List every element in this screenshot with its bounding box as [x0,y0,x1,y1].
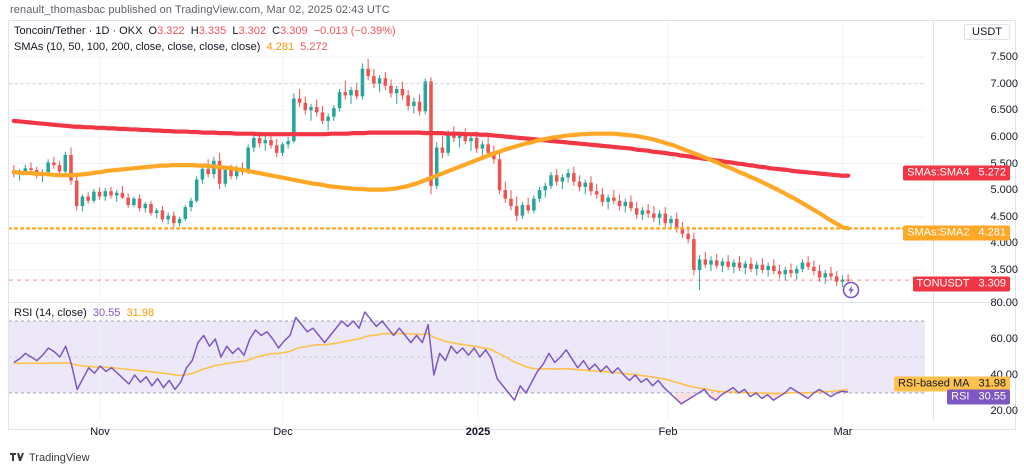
tradingview-logo: TradingView [10,452,90,464]
rsi-legend[interactable]: RSI (14, close) 30.55 31.98 [14,307,154,319]
axis-value-tag[interactable]: SMAs:SMA2 4.281 [903,225,1010,241]
symbol-legend-row[interactable]: Toncoin/Tether · 1D · OKX O3.322 H3.335 … [14,24,396,38]
price-axis-tick: 7.000 [990,77,1018,90]
time-axis-tick: 2025 [465,426,491,438]
rsi-axis-tick: 60.00 [990,333,1018,345]
ohlc-high-value: 3.335 [198,25,227,37]
price-axis-tick: 4.500 [990,210,1018,223]
time-axis-tick: Feb [658,426,678,438]
price-legend: Toncoin/Tether · 1D · OKX O3.322 H3.335 … [14,24,396,56]
ohlc-low-value: 3.302 [238,25,267,37]
ohlc-low-label: L [232,25,239,37]
price-axis-unit: USDT [964,24,1010,40]
sma-indicator-title[interactable]: SMAs (10, 50, 100, 200, close, close, cl… [14,41,261,53]
interval-label[interactable]: 1D [95,25,110,37]
time-axis-tick: Nov [90,426,110,438]
rsi-value: 30.55 [92,307,121,319]
sma-value-long: 5.272 [300,41,328,53]
rsi-indicator-title[interactable]: RSI (14, close) [14,307,87,319]
tradingview-wordmark: TradingView [29,452,90,464]
exchange-label[interactable]: OKX [119,25,143,37]
price-axis-tick: 7.500 [990,51,1018,63]
axis-tag-value: 5.272 [978,166,1006,179]
time-axis-tick: Mar [833,426,853,438]
rsi-axis-tick: 20.00 [990,405,1018,417]
change-absolute: −0.013 [313,25,348,37]
price-axis-tick: 3.500 [990,264,1018,276]
axis-tag-value: 3.309 [978,277,1006,290]
rsi-axis-tick: 80.00 [990,297,1018,309]
panel-separator [9,302,1016,303]
rsi-panel[interactable] [9,303,925,421]
ohlc-high-label: H [190,25,199,37]
axis-separator [933,21,934,421]
axis-tag-name: SMAs:SMA2 [907,226,970,239]
ohlc-open-label: O [148,25,158,37]
rsi-chart-svg [9,303,925,421]
time-axis[interactable]: Nov Dec 2025 Feb Mar [9,422,1016,444]
legend-sep-2: · [109,25,120,37]
price-chart-svg [9,21,925,301]
axis-tag-name: SMAs:SMA4 [907,166,970,179]
legend-sep-1: · [85,25,96,37]
axis-tag-value: 30.55 [978,390,1006,403]
ohlc-open-value: 3.322 [157,25,185,37]
price-axis-tick: 5.000 [990,184,1018,197]
change-percent: (−0.39%) [350,25,396,37]
ohlc-close-label: C [272,25,281,37]
alert-badge-icon [842,281,860,299]
axis-tag-name: RSI-based MA [897,377,970,390]
tradingview-mark-icon [10,453,25,463]
ohlc-close-value: 3.309 [280,25,308,37]
axis-tag-name: RSI [951,390,970,403]
axis-value-tag[interactable]: RSI-based MA 31.98 [893,376,1010,392]
time-axis-tick: Dec [273,426,293,438]
sma-value-short: 4.281 [266,41,295,53]
axis-tag-name: TONUSDT [916,277,970,290]
price-axis-tick: 6.500 [990,104,1018,117]
attribution-text: renault_thomasbac published on TradingVi… [10,4,390,16]
axis-tag-value: 4.281 [978,226,1006,239]
sma-legend-row[interactable]: SMAs (10, 50, 100, 200, close, close, cl… [14,40,396,54]
rsi-ma-value: 31.98 [126,307,155,319]
symbol-name[interactable]: Toncoin/Tether [14,25,86,37]
price-axis-tick: 6.000 [990,130,1018,143]
axis-value-tag[interactable]: RSI 30.55 [947,389,1010,405]
price-panel[interactable] [9,21,925,301]
axis-value-tag[interactable]: SMAs:SMA4 5.272 [903,165,1010,181]
axis-tag-value: 31.98 [978,377,1006,390]
axis-value-tag[interactable]: TONUSDT 3.309 [912,276,1010,292]
